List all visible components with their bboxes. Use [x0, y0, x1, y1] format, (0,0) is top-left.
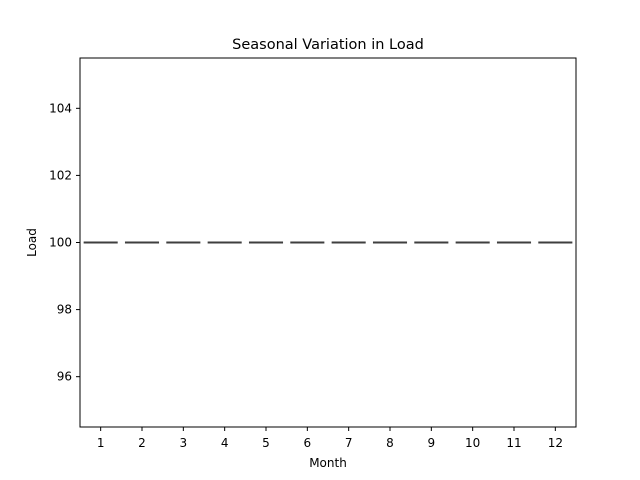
box-month-8 — [372, 241, 408, 244]
y-tick-label: 96 — [57, 370, 72, 384]
chart-title: Seasonal Variation in Load — [232, 37, 424, 53]
y-axis: 96 98 100 102 104 — [49, 101, 80, 384]
x-tick-label: 7 — [345, 436, 353, 450]
box-month-12 — [538, 241, 573, 244]
box-month-7 — [331, 241, 366, 244]
box-month-3 — [166, 241, 201, 244]
box-month-4 — [207, 241, 242, 244]
y-axis-label: Load — [25, 228, 39, 257]
box-month-5 — [248, 241, 284, 244]
x-tick-label: 3 — [180, 436, 188, 450]
box-series — [83, 241, 573, 244]
box-month-2 — [124, 241, 160, 244]
x-tick-label: 6 — [304, 436, 312, 450]
x-axis-label: Month — [309, 456, 347, 470]
box-month-10 — [455, 241, 490, 244]
box-month-1 — [83, 241, 118, 244]
box-month-9 — [414, 241, 449, 244]
y-tick-label: 100 — [49, 236, 72, 250]
y-tick-label: 104 — [49, 101, 72, 115]
x-tick-label: 11 — [506, 436, 521, 450]
x-tick-label: 5 — [262, 436, 270, 450]
x-tick-label: 8 — [386, 436, 394, 450]
x-tick-label: 2 — [138, 436, 146, 450]
box-month-11 — [496, 241, 532, 244]
x-tick-label: 1 — [97, 436, 105, 450]
y-tick-label: 98 — [57, 303, 72, 317]
box-month-6 — [290, 241, 325, 244]
x-tick-label: 4 — [221, 436, 229, 450]
x-axis: 1 2 3 4 5 6 7 8 9 10 11 12 — [97, 427, 563, 450]
y-tick-label: 102 — [49, 168, 72, 182]
x-tick-label: 9 — [428, 436, 436, 450]
x-tick-label: 12 — [548, 436, 563, 450]
x-tick-label: 10 — [465, 436, 480, 450]
plot-area — [79, 57, 577, 428]
